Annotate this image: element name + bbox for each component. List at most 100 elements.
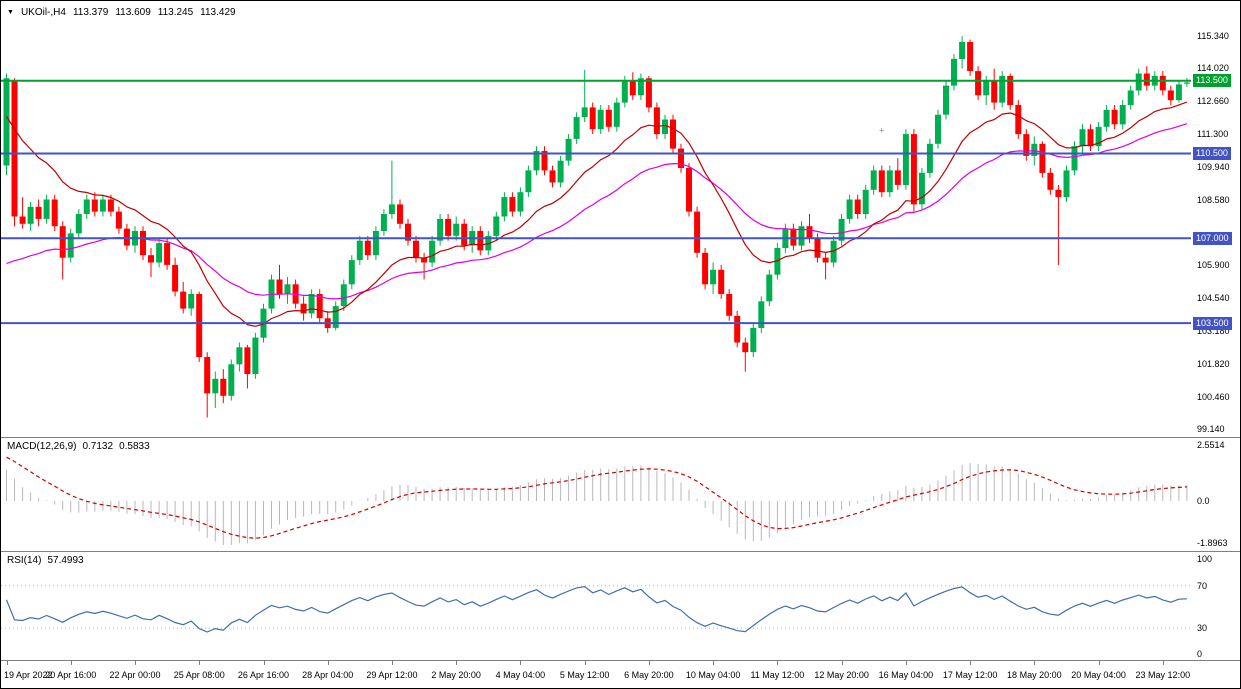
- time-axis-tick: [70, 661, 72, 665]
- candle: [894, 170, 901, 185]
- candle: [959, 42, 966, 59]
- candle: [413, 240, 419, 258]
- candle: [758, 301, 765, 328]
- candle: [541, 151, 548, 171]
- candle: [204, 357, 211, 394]
- candle: [766, 274, 773, 302]
- time-axis-tick: [841, 661, 843, 665]
- panel-divider: [1, 551, 1240, 552]
- candle: [637, 78, 644, 96]
- time-axis-tick: [520, 661, 522, 665]
- chart-ohlc-header: ▼ UKOil-,H4 113.379 113.609 113.245 113.…: [7, 7, 236, 18]
- candle: [533, 151, 540, 171]
- candle: [284, 284, 291, 294]
- candle: [75, 214, 82, 234]
- candle: [300, 303, 307, 314]
- candle: [1183, 82, 1190, 84]
- time-axis-label: 19 Apr 2022: [4, 670, 53, 680]
- candle: [991, 80, 998, 103]
- symbol-dropdown-icon[interactable]: ▼: [7, 8, 14, 16]
- candle: [710, 269, 717, 285]
- candle: [244, 347, 251, 374]
- candle: [1103, 109, 1110, 127]
- time-axis-tick: [905, 661, 907, 665]
- candle: [734, 315, 741, 343]
- candle: [935, 114, 941, 144]
- price-line-badge: 110.500: [1193, 147, 1231, 160]
- price-axis-label: 100.460: [1197, 391, 1230, 402]
- candle: [1015, 105, 1022, 135]
- candle: [565, 138, 572, 161]
- price-axis-label: 109.940: [1197, 162, 1230, 172]
- candle: [790, 228, 797, 246]
- time-axis-label: 5 May 12:00: [559, 670, 610, 680]
- candle: [910, 134, 917, 205]
- candle: [11, 80, 18, 217]
- candle: [1143, 73, 1150, 86]
- rsi-line: [5, 585, 1187, 633]
- rsi-axis-label: 30: [1197, 623, 1208, 634]
- price-axis-label: 108.580: [1197, 195, 1230, 205]
- candle: [750, 327, 757, 353]
- time-axis-tick: [327, 661, 329, 665]
- candle: [380, 214, 387, 231]
- time-axis-label: 6 May 20:00: [624, 670, 674, 680]
- candle: [870, 170, 877, 190]
- candle: [581, 107, 588, 118]
- candle: [107, 199, 114, 212]
- time-axis-label: 10 May 04:00: [685, 670, 741, 680]
- candle: [1167, 90, 1174, 101]
- macd-axis-label: -1.8963: [1197, 538, 1228, 549]
- candle: [975, 71, 982, 96]
- candle: [822, 257, 829, 263]
- time-axis-label: 20 Apr 16:00: [45, 670, 97, 680]
- candle: [1175, 84, 1182, 101]
- candle: [613, 102, 620, 127]
- candle: [814, 238, 821, 258]
- time-axis-tick: [456, 661, 458, 665]
- candle: [886, 170, 893, 193]
- candle: [517, 192, 524, 212]
- candle: [51, 199, 58, 227]
- candle: [902, 134, 909, 185]
- time-axis-label: 25 Apr 08:00: [173, 670, 225, 680]
- ohlc-high: 113.609: [115, 7, 151, 18]
- time-axis-label: 26 Apr 16:00: [237, 670, 289, 680]
- macd-axis-label: 2.5514: [1197, 440, 1225, 450]
- candle: [388, 204, 395, 215]
- time-axis-tick: [648, 661, 650, 665]
- candle: [1039, 143, 1046, 173]
- time-axis-label: 29 Apr 12:00: [366, 670, 418, 680]
- candle: [332, 306, 339, 328]
- macd-value: 0.7132: [82, 441, 114, 452]
- candle: [180, 291, 187, 309]
- candle: [1087, 129, 1094, 147]
- candle: [115, 211, 122, 229]
- symbol-timeframe-label: UKOil-,H4: [20, 7, 66, 18]
- candle: [83, 199, 90, 214]
- candle: [477, 231, 484, 251]
- candle: [437, 218, 444, 241]
- candle: [67, 233, 74, 258]
- candle: [493, 216, 500, 236]
- candle: [461, 223, 468, 246]
- candle: [1119, 105, 1126, 125]
- time-axis-label: 22 Apr 00:00: [109, 670, 161, 680]
- price-axis-label: 105.900: [1197, 259, 1230, 270]
- ohlc-close: 113.429: [200, 7, 236, 18]
- candle: [694, 211, 701, 253]
- candle: [1135, 73, 1142, 91]
- candle: [967, 42, 974, 72]
- candle: [589, 107, 596, 130]
- candle: [1079, 129, 1086, 147]
- candle: [846, 199, 853, 219]
- candle: [678, 148, 684, 168]
- candle: [983, 80, 990, 96]
- candle: [212, 378, 219, 394]
- candle: [164, 243, 171, 265]
- candle: [397, 204, 403, 224]
- candle: [172, 264, 179, 292]
- time-axis-label: 20 May 04:00: [1071, 670, 1126, 680]
